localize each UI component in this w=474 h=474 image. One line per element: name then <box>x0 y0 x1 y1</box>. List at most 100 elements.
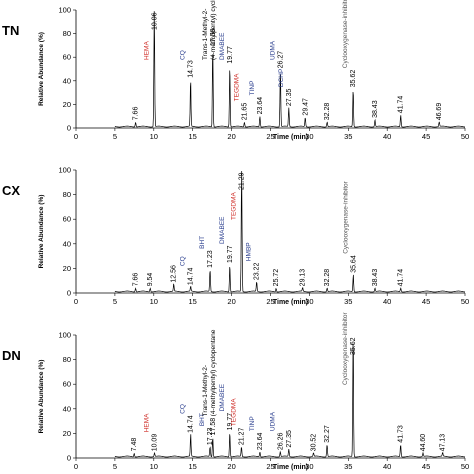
compound-annotation: TEGDMA <box>231 192 238 220</box>
panel-label: TN <box>2 23 19 38</box>
compound-annotation: UDMA <box>269 40 276 60</box>
y-tick-label: 100 <box>58 166 71 175</box>
peak-label: 32.27 <box>324 425 331 443</box>
peak-label: 7.66 <box>133 273 140 287</box>
x-tick-label: 20 <box>227 297 235 306</box>
compound-annotation: BHT <box>199 236 206 249</box>
x-axis-label: Time (min) <box>273 299 308 306</box>
compound-annotation: TINP <box>249 81 256 96</box>
peak-label: 23.22 <box>254 263 261 281</box>
compound-annotation: HEMA <box>143 41 150 60</box>
y-axis-label: Relative Abundance (%) <box>38 32 45 106</box>
y-tick-label: 60 <box>63 380 71 389</box>
compound-annotation: TEGDMA <box>233 73 240 101</box>
peak-label: 14.73 <box>188 60 195 78</box>
peak-label: 23.64 <box>257 97 264 115</box>
x-tick-label: 20 <box>227 132 235 141</box>
x-axis-label: Time (min) <box>273 464 308 471</box>
y-tick-label: 100 <box>58 331 71 340</box>
x-tick-label: 35 <box>344 462 352 471</box>
x-tick-label: 15 <box>189 462 197 471</box>
peak-label: 26.27 <box>277 51 284 69</box>
peak-label: 35.62 <box>350 337 357 355</box>
peak-label: 29.13 <box>300 269 307 287</box>
chromatogram-trace <box>114 343 466 458</box>
compound-annotation: TINP <box>249 416 256 431</box>
x-tick-label: 50 <box>461 297 469 306</box>
y-tick-label: 0 <box>67 124 71 133</box>
x-tick-label: 5 <box>113 297 117 306</box>
y-tick-label: 80 <box>63 355 71 364</box>
compound-annotation: CQ <box>180 256 187 266</box>
peak-label: 21.29 <box>239 172 246 190</box>
x-tick-label: 10 <box>150 297 158 306</box>
peak-label: 21.27 <box>238 428 245 446</box>
chromatogram-trace <box>114 170 466 293</box>
peak-label: 17.58 <box>210 418 217 436</box>
compound-annotation: DMABEE <box>219 216 226 244</box>
x-tick-label: 20 <box>227 462 235 471</box>
peak-label: 38.43 <box>372 269 379 287</box>
x-tick-label: 25 <box>266 297 274 306</box>
x-tick-label: 0 <box>74 462 78 471</box>
y-tick-label: 20 <box>63 429 71 438</box>
peak-label: 14.74 <box>188 415 195 433</box>
x-tick-label: 5 <box>113 132 117 141</box>
peak-label: 32.28 <box>324 269 331 287</box>
y-axis-label: Relative Abundance (%) <box>38 195 45 269</box>
peak-label: 14.74 <box>188 267 195 285</box>
y-tick-label: 60 <box>63 215 71 224</box>
x-tick-label: 30 <box>305 297 313 306</box>
peak-label: 32.28 <box>324 103 331 121</box>
x-tick-label: 0 <box>74 132 78 141</box>
compound-annotation: HEMA <box>144 413 151 432</box>
peak-label: 21.65 <box>241 103 248 121</box>
x-tick-label: 0 <box>74 297 78 306</box>
peak-label: 7.48 <box>131 438 138 452</box>
peak-label: 17.23 <box>207 250 214 268</box>
compound-annotation: Cyclooxygenase-inhibitor <box>342 180 349 253</box>
peak-label: 19.77 <box>227 413 234 431</box>
compound-annotation: CQ <box>180 50 187 60</box>
peak-label: 19.77 <box>227 245 234 263</box>
peak-label: 27.35 <box>286 430 293 448</box>
y-tick-label: 20 <box>63 100 71 109</box>
peak-label: 10.06 <box>151 12 158 30</box>
peak-label: 7.66 <box>133 107 140 121</box>
peak-label: 35.64 <box>350 255 357 273</box>
panel-label: CX <box>2 183 20 198</box>
compound-annotation: DMABEE <box>219 32 226 60</box>
peak-label: 46.69 <box>436 103 443 121</box>
peak-label: 41.74 <box>398 269 405 287</box>
peak-label: 17.23 <box>207 428 214 446</box>
x-tick-label: 25 <box>266 132 274 141</box>
y-tick-label: 0 <box>67 454 71 463</box>
x-tick-label: 40 <box>383 462 391 471</box>
peak-label: 29.47 <box>302 98 309 116</box>
peak-label: 41.74 <box>398 96 405 114</box>
peak-label: 30.52 <box>310 434 317 452</box>
x-tick-label: 30 <box>305 132 313 141</box>
y-tick-label: 80 <box>63 29 71 38</box>
y-axis-label: Relative Abundance (%) <box>38 360 45 434</box>
peak-label: 19.77 <box>227 46 234 64</box>
x-tick-label: 10 <box>150 132 158 141</box>
x-tick-label: 30 <box>305 462 313 471</box>
peak-label: 38.43 <box>372 100 379 118</box>
panel-label: DN <box>2 348 21 363</box>
x-tick-label: 40 <box>383 132 391 141</box>
x-tick-label: 45 <box>422 462 430 471</box>
peak-label: 23.64 <box>257 432 264 450</box>
x-tick-label: 5 <box>113 462 117 471</box>
compound-annotation: TEGDMA <box>230 398 237 426</box>
x-tick-label: 50 <box>461 462 469 471</box>
x-axis-label: Time (min) <box>273 134 308 141</box>
y-tick-label: 40 <box>63 239 71 248</box>
peak-label: 9.54 <box>147 273 154 287</box>
x-tick-label: 15 <box>189 297 197 306</box>
x-tick-label: 25 <box>266 462 274 471</box>
x-tick-label: 35 <box>344 297 352 306</box>
x-tick-label: 10 <box>150 462 158 471</box>
y-tick-label: 100 <box>58 6 71 15</box>
